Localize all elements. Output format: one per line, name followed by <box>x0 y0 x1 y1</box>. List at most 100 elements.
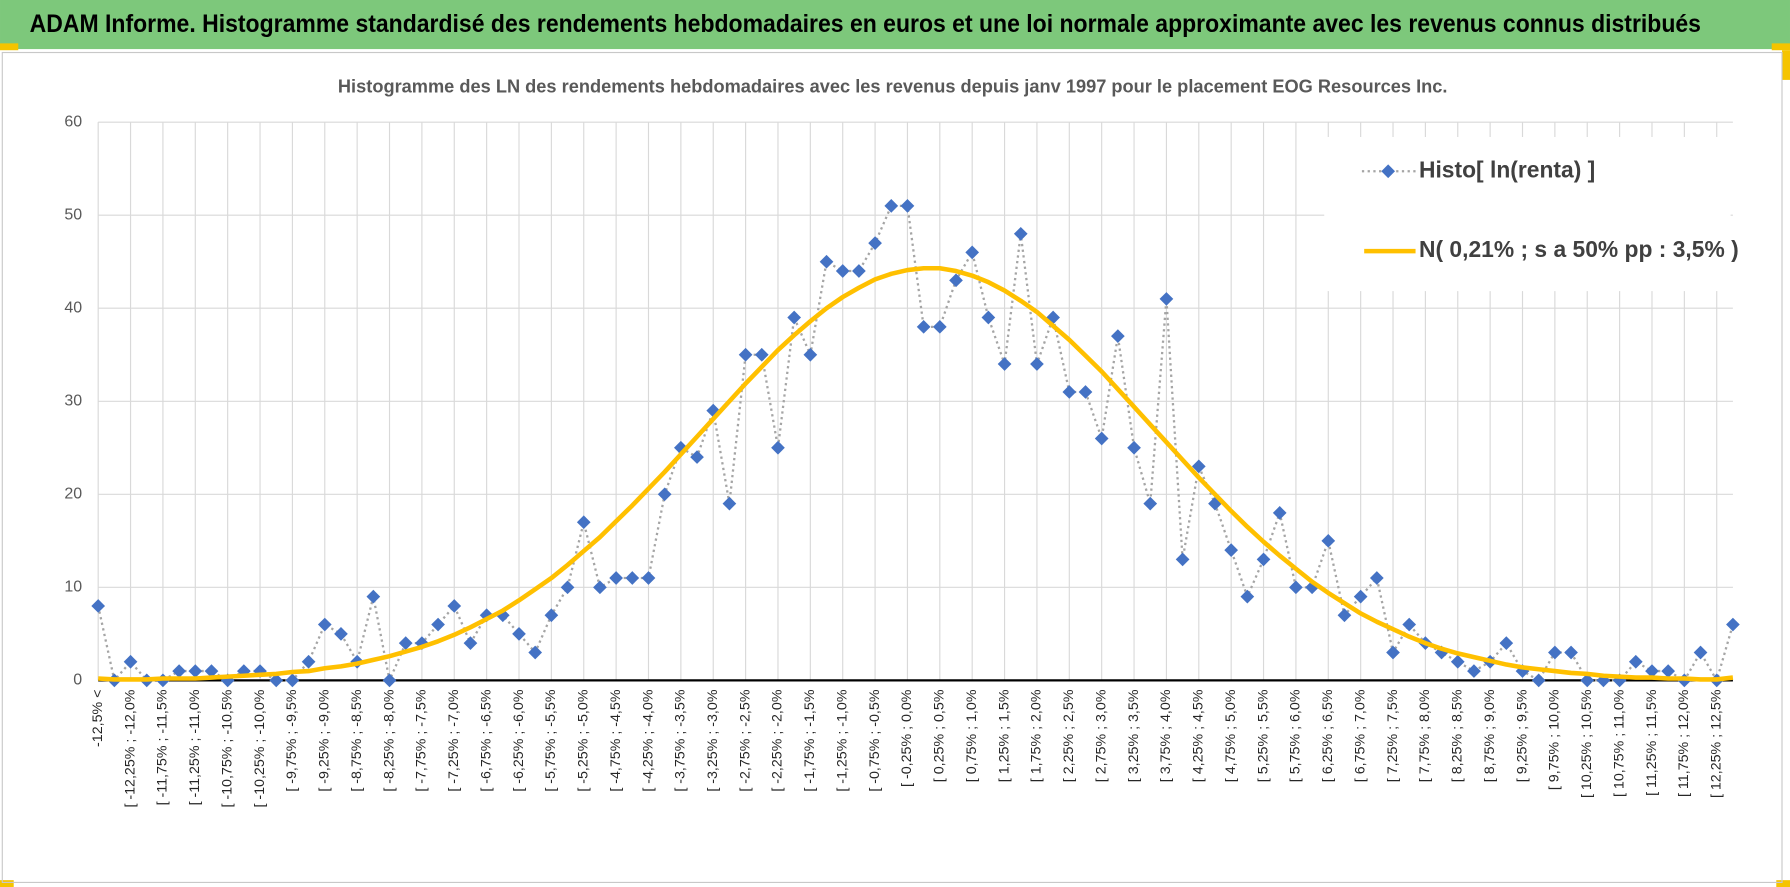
data-point <box>512 627 526 641</box>
x-tick-label: [ -0,75% ; -0,5% <box>867 689 883 792</box>
x-tick-label: [ -10,75% ; -10,5% <box>219 689 235 807</box>
y-tick-label: 20 <box>64 486 82 503</box>
data-point <box>528 645 543 660</box>
data-point <box>1693 645 1708 660</box>
data-point <box>463 636 478 651</box>
x-tick-label: [ 10,75% ; 11,0% <box>1611 689 1627 797</box>
data-point <box>1450 654 1465 669</box>
data-point <box>690 450 704 464</box>
data-point <box>544 608 559 623</box>
data-point <box>722 496 737 511</box>
data-point <box>560 580 575 595</box>
x-tick-label: -12,5% < <box>90 690 106 747</box>
x-tick-label: [ 8,25% ; 8,5% <box>1450 689 1466 782</box>
x-tick-label: [ -4,75% ; -4,5% <box>608 689 624 792</box>
x-tick-label: [ -1,75% ; -1,5% <box>802 689 818 792</box>
data-point <box>1175 552 1190 567</box>
accent <box>1771 43 1790 51</box>
x-tick-label: [ -6,25% ; -6,0% <box>511 689 527 792</box>
x-tick-label: [ -11,25% ; -11,0% <box>187 689 203 805</box>
data-point <box>1564 645 1578 660</box>
data-point <box>1094 431 1109 446</box>
x-tick-label: [ -8,75% ; -8,5% <box>349 689 365 792</box>
y-tick-label: 30 <box>64 392 82 409</box>
data-point <box>1499 636 1514 651</box>
data-point <box>366 589 381 604</box>
x-tick-label: [ 11,25% ; 11,5% <box>1644 689 1660 796</box>
x-tick-label: [ -2,75% ; -2,5% <box>737 689 753 792</box>
chart-title: Histogramme des LN des rendements hebdom… <box>338 76 1448 97</box>
x-tick-label: [ 2,75% ; 3,0% <box>1093 689 1109 782</box>
x-tick-label: [ -3,75% ; -3,5% <box>673 689 689 792</box>
data-point <box>981 310 996 325</box>
data-point <box>1256 552 1271 567</box>
x-tick-label: [ 1,25% ; 1,5% <box>996 689 1012 782</box>
x-tick-label: [ 3,25% ; 3,5% <box>1126 689 1142 782</box>
x-tick-label: [ -0,25% ; 0,0% <box>899 689 915 787</box>
chart-border <box>1 51 1783 884</box>
data-point <box>447 599 462 613</box>
data-point <box>787 310 802 325</box>
data-point <box>932 319 947 334</box>
y-tick-label: 60 <box>64 113 82 130</box>
data-point <box>657 487 672 502</box>
data-point <box>382 673 397 688</box>
accent <box>1782 50 1790 80</box>
x-tick-label: [ 10,25% ; 10,5% <box>1579 689 1595 798</box>
data-point <box>576 515 591 530</box>
x-tick-label: [ 2,25% ; 2,5% <box>1061 689 1077 782</box>
data-point <box>835 264 850 278</box>
data-point <box>91 599 106 613</box>
x-tick-label: [ -9,75% ; -9,5% <box>284 689 300 792</box>
x-tick-label: [ -11,75% ; -11,5% <box>155 689 171 805</box>
x-tick-label: [ 6,25% ; 6,5% <box>1320 689 1336 782</box>
data-point <box>1289 580 1303 595</box>
data-point <box>1467 664 1481 678</box>
x-tick-label: [ 5,25% ; 5,5% <box>1255 689 1271 782</box>
data-point <box>1402 617 1417 632</box>
data-point <box>1143 496 1158 511</box>
data-point <box>1531 673 1546 688</box>
header-bar <box>0 0 1790 50</box>
data-point <box>771 440 785 455</box>
x-tick-label: [ -12,25% ; -12,0% <box>122 689 138 807</box>
data-point <box>285 673 300 688</box>
data-point <box>1111 329 1125 343</box>
data-point <box>819 254 834 269</box>
data-point <box>1062 385 1077 399</box>
data-point <box>398 636 413 651</box>
legend-label: N( 0,21% ; s a 50% pp : 3,5% ) <box>1419 236 1739 262</box>
x-tick-label: [ 8,75% ; 9,0% <box>1482 689 1498 782</box>
x-tick-label: [ -10,25% ; -10,0% <box>252 689 268 807</box>
x-tick-label: [ -2,25% ; -2,0% <box>770 689 786 792</box>
data-point <box>1272 506 1287 520</box>
data-point <box>868 236 882 250</box>
data-point <box>1337 608 1352 623</box>
x-tick-label: [ 6,75% ; 7,0% <box>1352 689 1368 782</box>
data-point <box>641 571 656 585</box>
data-point <box>1030 357 1044 371</box>
x-tick-label: [ 11,75% ; 12,0% <box>1676 689 1692 797</box>
data-point <box>1548 645 1562 660</box>
data-point <box>123 654 138 669</box>
data-point <box>431 617 445 632</box>
data-point <box>965 245 980 260</box>
data-point <box>1726 617 1740 632</box>
x-tick-label: [ -6,75% ; -6,5% <box>478 689 494 792</box>
x-tick-label: [ -3,25% ; -3,0% <box>705 689 721 792</box>
data-point <box>1240 589 1255 604</box>
data-point <box>900 199 915 213</box>
header-title: ADAM Informe. Histogramme standardisé de… <box>30 10 1701 38</box>
data-point <box>1369 571 1384 585</box>
data-point <box>1386 645 1400 660</box>
data-point <box>1224 543 1239 557</box>
data-point <box>1321 533 1336 548</box>
data-point <box>188 664 203 678</box>
data-point <box>949 273 963 288</box>
x-tick-label: [ 4,25% ; 4,5% <box>1191 689 1207 782</box>
data-point <box>1078 385 1093 399</box>
x-tick-label: [ 12,25% ; 12,5% <box>1708 689 1724 798</box>
data-point <box>334 627 348 641</box>
x-tick-label: [ -1,25% ; -1,0% <box>834 689 850 792</box>
normal-curve <box>98 265 1734 682</box>
